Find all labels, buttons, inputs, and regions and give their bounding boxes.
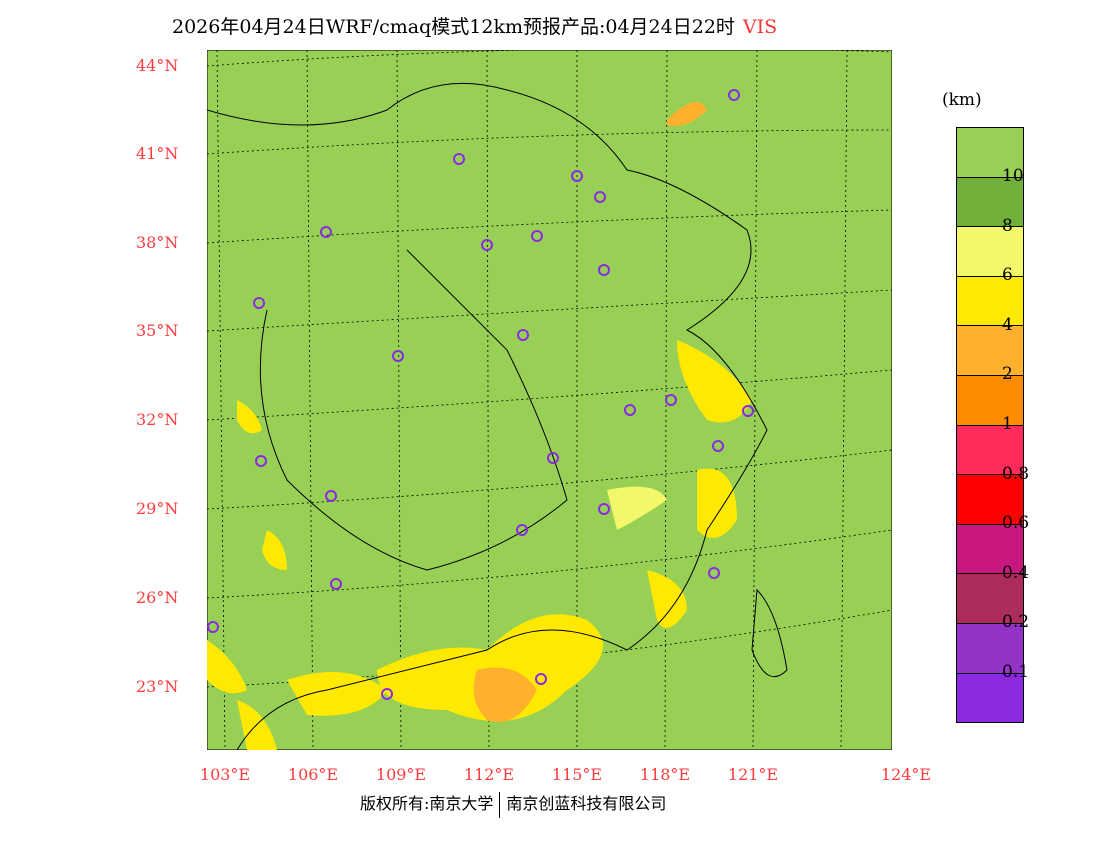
legend-swatch	[957, 524, 1023, 575]
station-marker	[253, 297, 265, 309]
station-marker	[598, 503, 610, 515]
legend-swatch	[957, 326, 1023, 376]
color-legend	[956, 127, 1024, 724]
lon-label: 115°E	[551, 765, 603, 784]
station-marker	[325, 490, 337, 502]
visibility-map	[207, 50, 892, 750]
station-marker	[453, 153, 465, 165]
copyright-right: 南京创蓝科技有限公司	[506, 794, 667, 813]
lon-label: 106°E	[287, 765, 339, 784]
station-marker	[665, 394, 677, 406]
station-marker	[516, 524, 528, 536]
station-marker	[594, 191, 606, 203]
station-marker	[598, 264, 610, 276]
separator	[499, 791, 501, 818]
legend-swatch	[957, 425, 1023, 476]
station-marker	[535, 673, 547, 685]
station-marker	[207, 621, 219, 633]
station-marker	[712, 440, 724, 452]
legend-label: 1	[1002, 414, 1013, 434]
legend-swatch	[957, 574, 1023, 624]
lon-label: 124°E	[880, 765, 932, 784]
legend-label: 0.6	[1002, 513, 1030, 534]
lon-label: 118°E	[639, 765, 691, 784]
legend-swatch	[957, 177, 1023, 228]
station-marker	[481, 239, 493, 251]
lat-label: 44°N	[136, 56, 179, 75]
station-marker	[708, 567, 720, 579]
legend-label: 0.1	[1002, 662, 1030, 682]
lat-label: 29°N	[136, 499, 179, 518]
legend-swatch	[957, 276, 1023, 327]
lon-label: 112°E	[463, 765, 515, 784]
lat-label: 23°N	[136, 677, 179, 696]
legend-unit: (km)	[942, 90, 982, 110]
legend-swatch	[957, 128, 1023, 178]
station-marker	[547, 452, 559, 464]
legend-swatch	[957, 673, 1023, 723]
lat-label: 32°N	[136, 410, 179, 429]
visibility-fill	[207, 102, 752, 750]
lon-label: 109°E	[375, 765, 427, 784]
legend-label: 6	[1002, 265, 1013, 286]
station-marker	[517, 329, 529, 341]
lon-label: 103°E	[199, 765, 251, 784]
province-borders	[207, 82, 788, 750]
lat-label: 35°N	[136, 321, 179, 340]
map-title: 2026年04月24日WRF/cmaq模式12km预报产品:04月24日22时 V…	[172, 12, 777, 39]
station-markers	[207, 89, 754, 700]
legend-label: 8	[1002, 215, 1013, 236]
legend-label: 2	[1002, 364, 1013, 385]
legend-swatch	[957, 227, 1023, 277]
legend-swatch	[957, 475, 1023, 525]
lat-label: 41°N	[136, 144, 179, 163]
station-marker	[392, 350, 404, 362]
station-marker	[531, 230, 543, 242]
station-marker	[255, 455, 267, 467]
lat-label: 38°N	[136, 233, 179, 252]
lon-label: 121°E	[727, 765, 779, 784]
legend-swatch	[957, 375, 1023, 426]
station-marker	[381, 688, 393, 700]
station-marker	[624, 404, 636, 416]
title-text: 2026年04月24日WRF/cmaq模式12km预报产品:04月24日22时	[172, 16, 735, 38]
legend-label: 0.8	[1002, 463, 1030, 484]
station-marker	[728, 89, 740, 101]
variable-label: VIS	[742, 16, 778, 38]
copyright-left: 版权所有:南京大学	[360, 794, 494, 813]
station-marker	[330, 578, 342, 590]
legend-label: 10	[1002, 166, 1024, 186]
station-marker	[571, 170, 583, 182]
station-marker	[742, 405, 754, 417]
station-marker	[320, 226, 332, 238]
legend-label: 0.2	[1002, 612, 1030, 633]
grid-lines	[207, 50, 892, 750]
legend-label: 0.4	[1002, 562, 1030, 583]
legend-swatch	[957, 623, 1023, 674]
lat-label: 26°N	[136, 588, 179, 607]
copyright: 版权所有:南京大学 南京创蓝科技有限公司	[360, 790, 666, 818]
legend-label: 4	[1002, 314, 1013, 335]
